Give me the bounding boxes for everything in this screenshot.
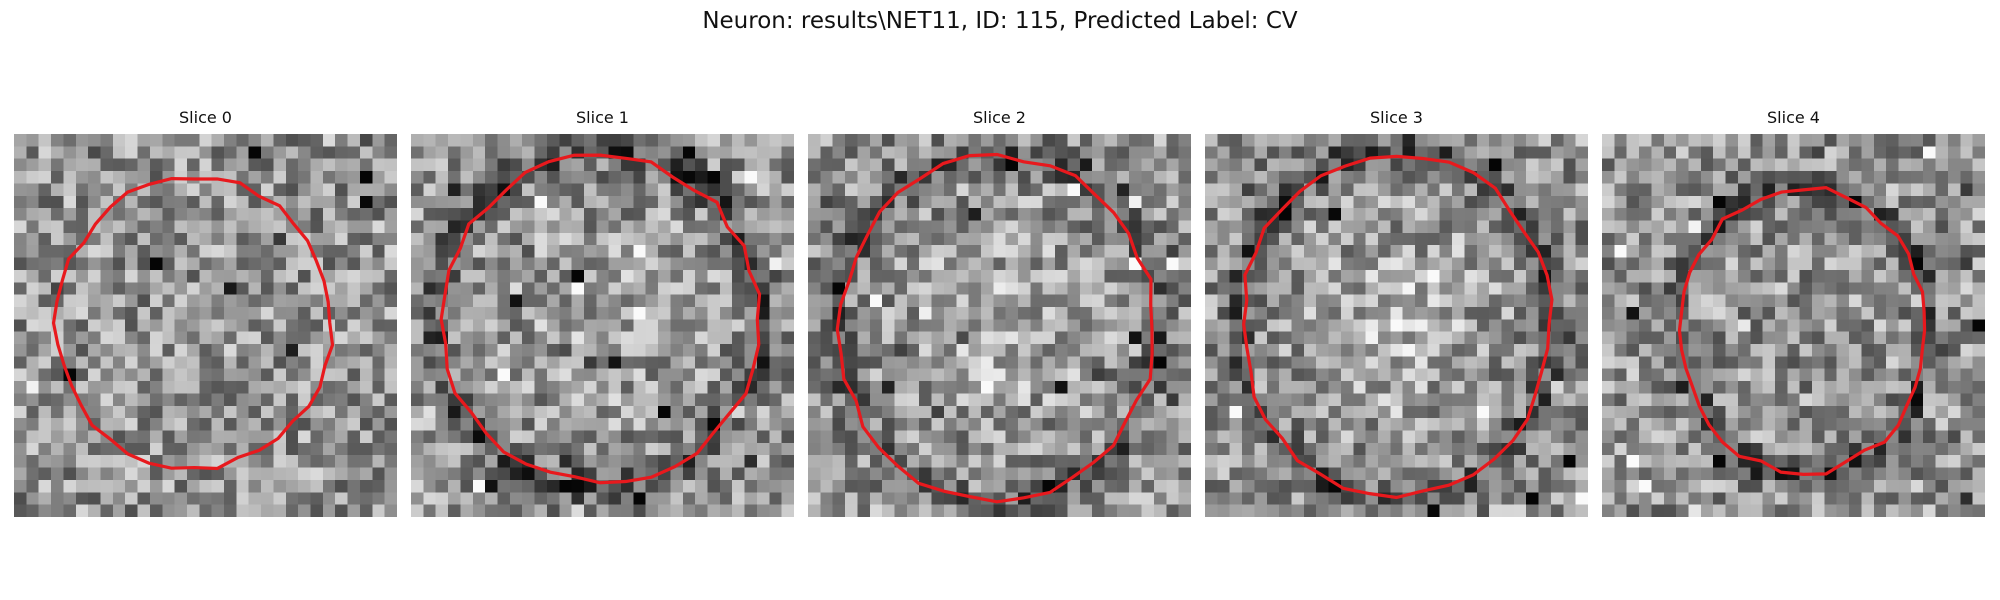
slice-pixels: [411, 134, 794, 517]
segmentation-contour: [51, 176, 335, 471]
slice-image: [1205, 134, 1588, 517]
slice-image: [411, 134, 794, 517]
figure-title: Neuron: results\NET11, ID: 115, Predicte…: [702, 8, 1298, 34]
segmentation-contour: [1242, 154, 1554, 500]
slice-title: Slice 1: [576, 108, 629, 127]
slice-image: [1602, 134, 1985, 517]
slice-title: Slice 4: [1767, 108, 1820, 127]
segmentation-contour: [835, 152, 1154, 504]
slice-title: Slice 3: [1370, 108, 1423, 127]
segmentation-contour: [439, 153, 762, 485]
segmentation-contour: [1677, 185, 1927, 476]
slice-pixels: [808, 134, 1191, 517]
slice-title: Slice 0: [179, 108, 232, 127]
slice-image: [808, 134, 1191, 517]
slice-image: [14, 134, 397, 517]
slice-pixels: [1602, 134, 1985, 517]
slice-title: Slice 2: [973, 108, 1026, 127]
slice-pixels: [14, 134, 397, 517]
slice-pixels: [1205, 134, 1588, 517]
